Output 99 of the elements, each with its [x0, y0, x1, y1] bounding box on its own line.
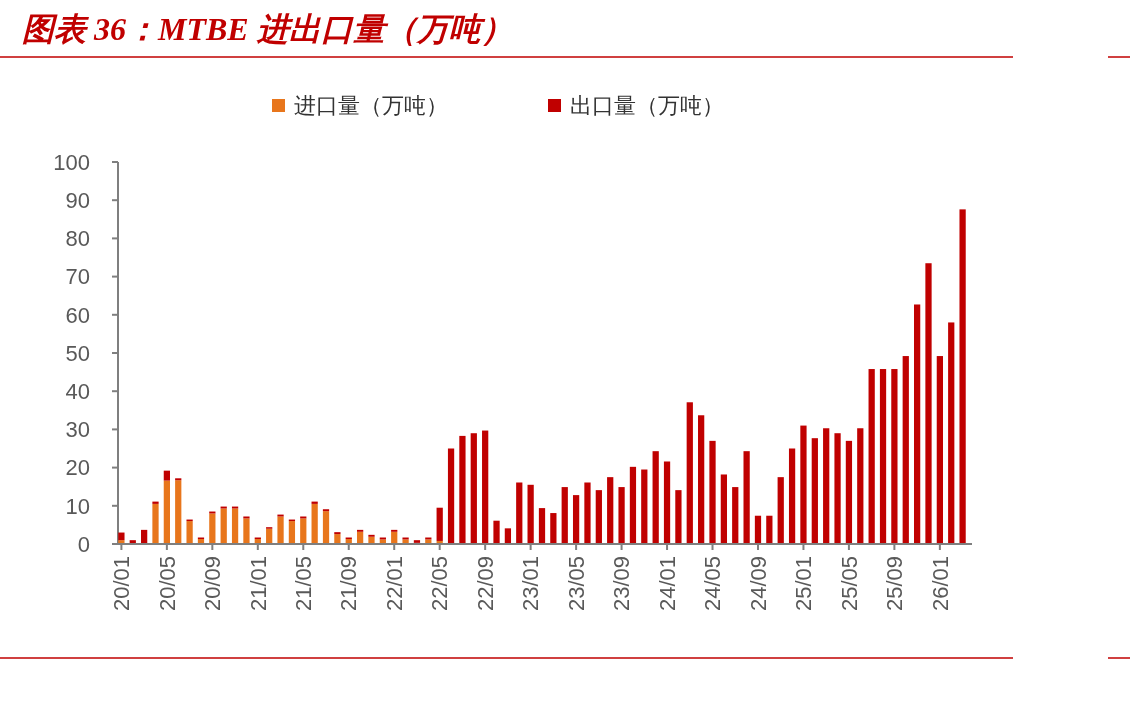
bar	[402, 539, 409, 544]
bar	[777, 477, 784, 544]
bar	[118, 532, 125, 541]
bar	[607, 477, 614, 544]
y-tick-label: 90	[65, 187, 90, 213]
bar	[936, 356, 943, 544]
y-tick-label: 50	[65, 340, 90, 366]
x-tick-label: 24/01	[654, 556, 680, 612]
x-tick-label: 25/05	[836, 556, 862, 612]
bar	[220, 508, 227, 544]
bar	[629, 466, 637, 544]
x-tick-label: 22/05	[427, 556, 453, 612]
bar	[572, 495, 580, 544]
bar	[800, 425, 807, 544]
y-tick-label: 100	[53, 149, 90, 175]
bar	[845, 440, 853, 544]
bar	[811, 438, 818, 544]
bar	[504, 528, 512, 544]
bar	[334, 534, 341, 544]
bar	[618, 487, 625, 544]
bar	[766, 515, 773, 544]
bar	[311, 503, 318, 544]
bar	[686, 402, 693, 544]
bar	[277, 516, 284, 544]
bar	[959, 209, 966, 544]
bar	[186, 521, 193, 544]
bar	[823, 428, 830, 544]
bar	[550, 513, 557, 544]
x-tick-label: 26/01	[927, 556, 953, 612]
legend-label: 出口量（万吨）	[570, 93, 724, 118]
bar	[175, 480, 182, 544]
y-tick-label: 10	[65, 493, 90, 519]
bar	[300, 518, 307, 544]
bar	[595, 490, 602, 544]
y-tick-label: 0	[77, 531, 90, 557]
bar	[868, 369, 875, 544]
y-tick-label: 80	[65, 226, 90, 252]
bar	[902, 356, 909, 544]
bar	[720, 474, 728, 544]
bar	[891, 369, 898, 544]
bar	[879, 369, 887, 544]
bar	[163, 480, 170, 544]
bar	[516, 482, 523, 544]
y-tick-label: 30	[65, 417, 90, 443]
x-tick-label: 24/05	[700, 556, 726, 612]
bar	[243, 518, 250, 544]
x-tick-label: 23/09	[609, 556, 635, 612]
x-tick-label: 23/05	[563, 556, 589, 612]
bar	[561, 487, 568, 544]
x-tick-label: 24/09	[745, 556, 771, 612]
legend-label: 进口量（万吨）	[294, 93, 448, 118]
bar	[663, 461, 671, 544]
bar	[584, 482, 591, 544]
x-tick-label: 20/05	[154, 556, 180, 612]
bar	[436, 507, 443, 541]
x-tick-label: 20/01	[109, 556, 135, 612]
bar	[152, 501, 159, 504]
bar	[834, 433, 841, 544]
bar	[322, 511, 330, 544]
x-tick-label: 20/09	[200, 556, 226, 612]
x-tick-label: 21/05	[290, 556, 316, 612]
x-tick-label: 21/09	[336, 556, 362, 612]
bar	[163, 470, 170, 481]
bar	[925, 263, 932, 544]
bar	[641, 469, 648, 544]
bar	[709, 440, 716, 544]
bar	[857, 428, 864, 544]
x-tick-label: 21/01	[245, 556, 271, 612]
bar	[152, 503, 159, 544]
x-tick-label: 25/09	[882, 556, 908, 612]
bar	[470, 433, 477, 544]
bar	[652, 451, 659, 544]
bar	[493, 520, 500, 544]
x-tick-label: 25/01	[791, 556, 817, 612]
bar	[459, 435, 466, 544]
bar	[209, 513, 216, 544]
bar	[948, 322, 955, 544]
chart-title: 图表 36：MTBE 进出口量（万吨）	[22, 11, 513, 47]
bar	[538, 508, 546, 544]
bar	[675, 490, 682, 544]
y-tick-label: 70	[65, 264, 90, 290]
x-tick-label: 23/01	[518, 556, 544, 612]
bar	[914, 304, 921, 544]
y-tick-label: 40	[65, 378, 90, 404]
x-tick-label: 22/01	[381, 556, 407, 612]
x-tick-label: 22/09	[472, 556, 498, 612]
bar	[732, 487, 739, 544]
bar	[482, 430, 489, 544]
bar	[754, 515, 762, 544]
bar	[698, 415, 705, 544]
bar	[447, 448, 455, 544]
bar	[231, 508, 239, 544]
bar	[788, 448, 796, 544]
bar	[288, 521, 296, 544]
y-tick-label: 60	[65, 302, 90, 328]
bar	[527, 484, 534, 544]
bar	[743, 451, 750, 544]
y-tick-label: 20	[65, 455, 90, 481]
bar	[368, 536, 375, 544]
